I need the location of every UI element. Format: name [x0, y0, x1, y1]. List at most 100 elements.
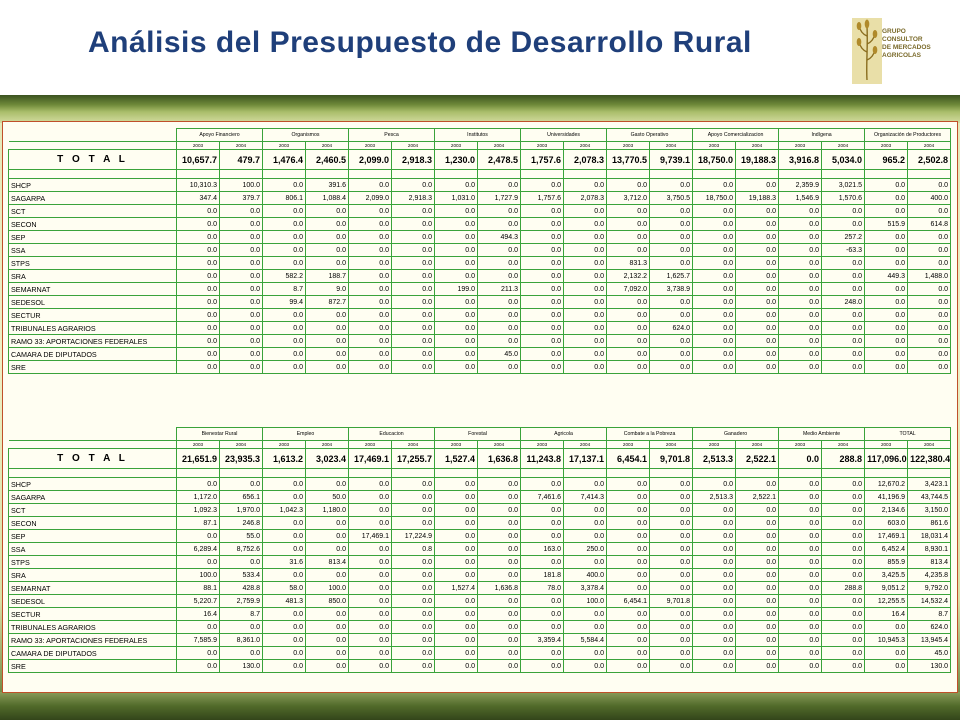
value-cell: 0.0 [864, 243, 909, 257]
value-cell: 0.0 [907, 347, 952, 361]
value-cell: 0.0 [176, 256, 220, 270]
value-cell: 0.0 [262, 568, 307, 582]
row-label: SEP [8, 529, 177, 543]
value-cell: 0.0 [176, 555, 220, 569]
total-cell: 288.8 [821, 448, 866, 469]
value-cell: 0.0 [262, 256, 306, 270]
value-cell: 163.0 [520, 542, 565, 556]
value-cell: 0.0 [434, 217, 479, 231]
row-label: CAMARA DE DIPUTADOS [8, 646, 177, 660]
group-header: Apoyo Financiero [176, 128, 263, 142]
value-cell: 0.0 [219, 256, 263, 270]
spacer-cell [262, 468, 307, 478]
value-cell: 130.0 [218, 659, 264, 673]
value-cell: 0.0 [176, 646, 220, 660]
year-header: 2003 [606, 141, 651, 150]
value-cell: 0.0 [649, 620, 694, 634]
table-row: TRIBUNALES AGRARIOS 0.0 0.0 0.0 0.0 0.0 0.0 0.0… [8, 620, 952, 634]
value-cell: 0.0 [262, 542, 307, 556]
value-cell: 3,378.4 [563, 581, 608, 595]
row-label: SECTUR [8, 308, 177, 322]
year-header-row: 2003 2004 2003 2004 2003 2004 2003 2004 2003 2004… [8, 141, 952, 150]
value-cell: 0.0 [477, 308, 522, 322]
page-title: Análisis del Presupuesto de Desarrollo R… [88, 26, 752, 59]
table-row: SEP 0.0 0.0 0.0 0.0 0.0 0.0 0.0 494.3 0.0 0.0 0.0 0.… [8, 230, 952, 244]
value-cell: 0.0 [649, 490, 694, 504]
group-header: Empleo [262, 427, 350, 441]
value-cell: 0.0 [649, 581, 694, 595]
value-cell: 0.0 [735, 269, 780, 283]
value-cell: 6,454.1 [606, 594, 651, 608]
value-cell: 0.0 [606, 477, 651, 491]
value-cell: 0.0 [390, 178, 436, 192]
value-cell: 0.0 [391, 646, 436, 660]
value-cell: 533.4 [218, 568, 264, 582]
total-cell: 2,460.5 [305, 149, 349, 170]
value-cell: 0.0 [477, 256, 522, 270]
row-label: SSA [8, 542, 177, 556]
value-cell: 31.6 [262, 555, 307, 569]
year-header: 2004 [907, 440, 952, 449]
value-cell: 0.0 [262, 516, 307, 530]
value-cell: 0.0 [692, 659, 737, 673]
value-cell: 0.0 [778, 256, 823, 270]
value-cell: 0.0 [606, 360, 651, 374]
value-cell: 0.0 [778, 477, 823, 491]
value-cell: 0.0 [434, 256, 479, 270]
spacer-cell [434, 468, 479, 478]
value-cell: 0.0 [821, 542, 866, 556]
value-cell: 0.0 [821, 529, 866, 543]
year-header: 2004 [477, 141, 522, 150]
value-cell: 0.0 [692, 321, 737, 335]
value-cell: 0.0 [176, 243, 220, 257]
value-cell: 1,092.3 [176, 503, 220, 517]
value-cell: 0.0 [649, 516, 694, 530]
value-cell: 18,031.4 [907, 529, 952, 543]
logo-line: GRUPO [882, 28, 906, 35]
value-cell: 0.0 [864, 295, 909, 309]
value-cell: 9,051.2 [864, 581, 909, 595]
value-cell: 614.8 [907, 217, 952, 231]
header-banner [0, 95, 960, 123]
year-header: 2003 [778, 440, 823, 449]
value-cell: 0.0 [735, 321, 780, 335]
value-cell: 0.0 [348, 204, 392, 218]
value-cell: 17,224.9 [391, 529, 436, 543]
value-cell: 0.0 [778, 555, 823, 569]
value-cell: 246.8 [218, 516, 264, 530]
budget-table-1: Apoyo Financiero Organismos Pesca Instituto… [8, 128, 952, 374]
value-cell: 0.0 [735, 217, 780, 231]
value-cell: 0.0 [563, 308, 608, 322]
value-cell: 0.0 [348, 282, 392, 296]
value-cell: 0.0 [520, 620, 565, 634]
value-cell: 0.0 [262, 217, 306, 231]
row-label: SECTUR [8, 607, 177, 621]
value-cell: 0.0 [864, 230, 909, 244]
spacer-cell [262, 169, 306, 179]
value-cell: 0.0 [606, 308, 651, 322]
value-cell: 99.4 [262, 295, 306, 309]
total-cell: 1,613.2 [262, 448, 307, 469]
value-cell: 0.0 [520, 594, 565, 608]
value-cell: 0.0 [606, 529, 651, 543]
value-cell: 0.0 [778, 503, 823, 517]
value-cell: 0.0 [477, 477, 522, 491]
value-cell: 0.0 [348, 633, 393, 647]
group-header: Pesca [347, 128, 436, 142]
value-cell: 0.0 [735, 204, 780, 218]
value-cell: 0.0 [692, 633, 737, 647]
value-cell: 3,359.4 [520, 633, 565, 647]
value-cell: 0.0 [434, 295, 479, 309]
value-cell: 0.0 [606, 490, 651, 504]
value-cell: 0.0 [778, 334, 823, 348]
value-cell: 130.0 [907, 659, 952, 673]
value-cell: 0.0 [735, 256, 780, 270]
table-row: SEMARNAT 0.0 0.0 8.7 9.0 0.0 0.0 199.0 211.3 0.0 0… [8, 282, 952, 296]
group-header: Combate a la Pobreza [606, 427, 694, 441]
value-cell: 0.0 [520, 217, 565, 231]
value-cell: 0.0 [348, 490, 393, 504]
value-cell: 0.0 [348, 360, 392, 374]
value-cell: 0.0 [520, 555, 565, 569]
value-cell: 248.0 [821, 295, 866, 309]
total-cell: 122,380.4 [907, 448, 952, 469]
